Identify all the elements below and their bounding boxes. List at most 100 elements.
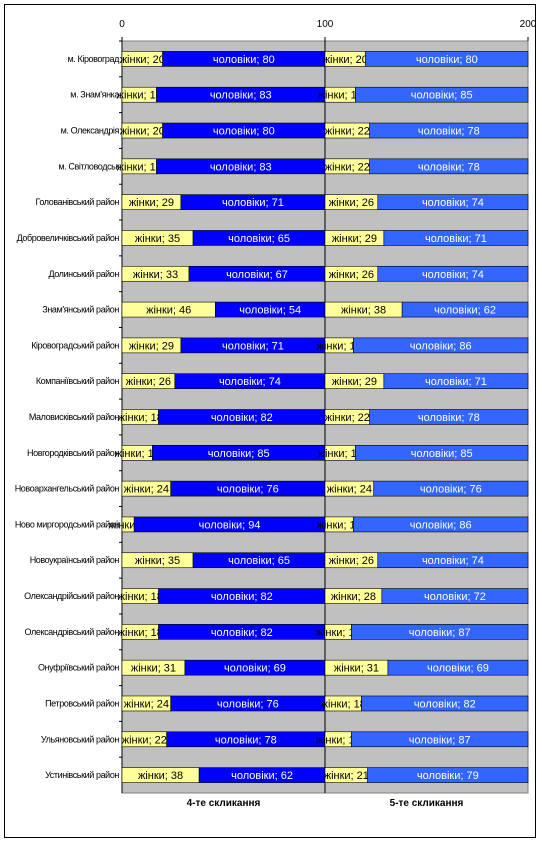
- data-label: чоловіки; 69: [427, 663, 489, 675]
- category-label: Олександрійський район: [24, 591, 119, 601]
- bar-segment: [351, 624, 529, 640]
- category-label: м. Знам'янка: [70, 90, 119, 100]
- data-label: чоловіки; 78: [418, 412, 480, 424]
- data-label: жінки; 26: [329, 555, 374, 567]
- bar-segment: [365, 51, 529, 67]
- bar-segment: [355, 86, 529, 103]
- data-label: жінки; 18: [118, 591, 163, 603]
- data-label: чоловіки; 76: [217, 484, 279, 496]
- category-label: Кіровоградський район: [31, 340, 119, 350]
- data-label: чоловіки; 71: [222, 340, 284, 352]
- bar-segment: [387, 659, 529, 676]
- data-label: жінки; 31: [131, 663, 176, 675]
- data-label: чоловіки; 74: [219, 376, 281, 388]
- data-label: чоловіки; 74: [422, 555, 484, 567]
- data-label: чоловіки; 82: [211, 591, 273, 603]
- data-label: жінки; 22: [325, 126, 370, 138]
- data-label: жінки; 46: [146, 305, 191, 317]
- data-label: чоловіки; 94: [199, 519, 261, 531]
- category-label: м. Кіровоград: [68, 54, 121, 64]
- data-label: чоловіки; 71: [425, 376, 487, 388]
- data-label: чоловіки; 69: [224, 663, 286, 675]
- x-tick-label: 0: [119, 19, 125, 30]
- x-tick-label: 200: [520, 19, 537, 30]
- data-label: чоловіки; 87: [409, 734, 471, 746]
- category-label: Новгородківський район: [27, 448, 119, 458]
- data-label: жінки; 24: [124, 698, 169, 710]
- data-label: чоловіки; 78: [418, 126, 480, 138]
- category-label: Новоукраїнський район: [30, 555, 120, 565]
- data-label: жінки; 35: [135, 233, 180, 245]
- data-label: жінки; 28: [331, 591, 376, 603]
- category-label: Ульяновський район: [41, 734, 120, 744]
- category-label: Добровеличківський район: [17, 233, 120, 243]
- data-label: жінки; 31: [334, 663, 379, 675]
- category-label: Петровський район: [45, 698, 119, 708]
- data-label: чоловіки; 71: [425, 233, 487, 245]
- data-label: жінки; 20: [323, 54, 368, 66]
- data-label: жінки; 18: [321, 698, 366, 710]
- data-label: чоловіки; 76: [420, 484, 482, 496]
- category-label: Голованівський район: [36, 197, 120, 207]
- data-label: чоловіки; 78: [215, 734, 277, 746]
- data-label: чоловіки; 86: [410, 519, 472, 531]
- data-label: чоловіки; 74: [422, 269, 484, 281]
- data-label: жінки; 20: [120, 126, 165, 138]
- panel-label: 5-те скликання: [390, 798, 464, 809]
- data-label: жінки; 17: [117, 90, 162, 102]
- category-label: Компаніївський район: [36, 376, 120, 386]
- data-label: чоловіки; 76: [217, 698, 279, 710]
- data-label: жінки; 18: [118, 627, 163, 639]
- data-label: жінки; 24: [124, 484, 169, 496]
- bar-segment: [377, 552, 529, 569]
- data-label: жінки; 15: [318, 448, 363, 460]
- category-label: Олександрівський район: [24, 627, 119, 637]
- data-label: чоловіки; 80: [213, 126, 275, 138]
- category-label: м. Світловодськ: [58, 161, 119, 171]
- data-label: чоловіки; 86: [410, 340, 472, 352]
- data-label: чоловіки; 65: [228, 555, 290, 567]
- data-label: чоловіки; 82: [414, 698, 476, 710]
- bar-segment: [351, 731, 529, 748]
- category-label: Новоархангельський район: [15, 484, 120, 494]
- data-label: чоловіки; 80: [213, 54, 275, 66]
- data-label: чоловіки; 82: [211, 412, 273, 424]
- data-label: чоловіки; 87: [409, 627, 471, 639]
- data-label: чоловіки; 65: [228, 233, 290, 245]
- bar-segment: [353, 337, 529, 354]
- panel-label: 4-те скликання: [187, 798, 261, 809]
- data-label: чоловіки; 79: [417, 770, 479, 782]
- data-label: чоловіки; 85: [208, 448, 270, 460]
- data-label: жінки; 13: [316, 627, 361, 639]
- data-label: чоловіки; 83: [210, 161, 272, 173]
- bar-segment: [377, 194, 529, 210]
- data-label: жінки; 22: [325, 412, 370, 424]
- data-label: чоловіки; 62: [434, 305, 496, 317]
- bar-segment: [369, 409, 529, 425]
- bar-segment: [369, 122, 529, 139]
- data-label: жінки; 18: [118, 412, 163, 424]
- data-label: жінки; 26: [329, 269, 374, 281]
- data-label: жінки; 35: [135, 555, 180, 567]
- bar-segment: [381, 588, 529, 604]
- bar-segment: [401, 301, 529, 318]
- data-label: жінки; 20: [120, 54, 165, 66]
- data-label: чоловіки; 72: [424, 591, 486, 603]
- data-label: чоловіки; 83: [210, 90, 272, 102]
- bar-segment: [353, 516, 529, 533]
- data-label: чоловіки; 62: [231, 770, 293, 782]
- bar-segment: [367, 767, 529, 783]
- data-label: жінки; 38: [138, 770, 183, 782]
- data-label: жінки; 38: [341, 305, 386, 317]
- bar-segment: [383, 230, 529, 246]
- data-label: жінки; 14: [317, 519, 362, 531]
- category-label: Ново миргородський район: [15, 519, 120, 529]
- category-label: Долинський район: [48, 269, 119, 279]
- data-label: жінки; 22: [122, 734, 167, 746]
- data-label: жінки; 17: [117, 161, 162, 173]
- bar-segment: [383, 373, 529, 389]
- data-label: чоловіки; 80: [416, 54, 478, 66]
- data-label: жінки; 29: [332, 376, 377, 388]
- data-label: чоловіки; 74: [422, 197, 484, 209]
